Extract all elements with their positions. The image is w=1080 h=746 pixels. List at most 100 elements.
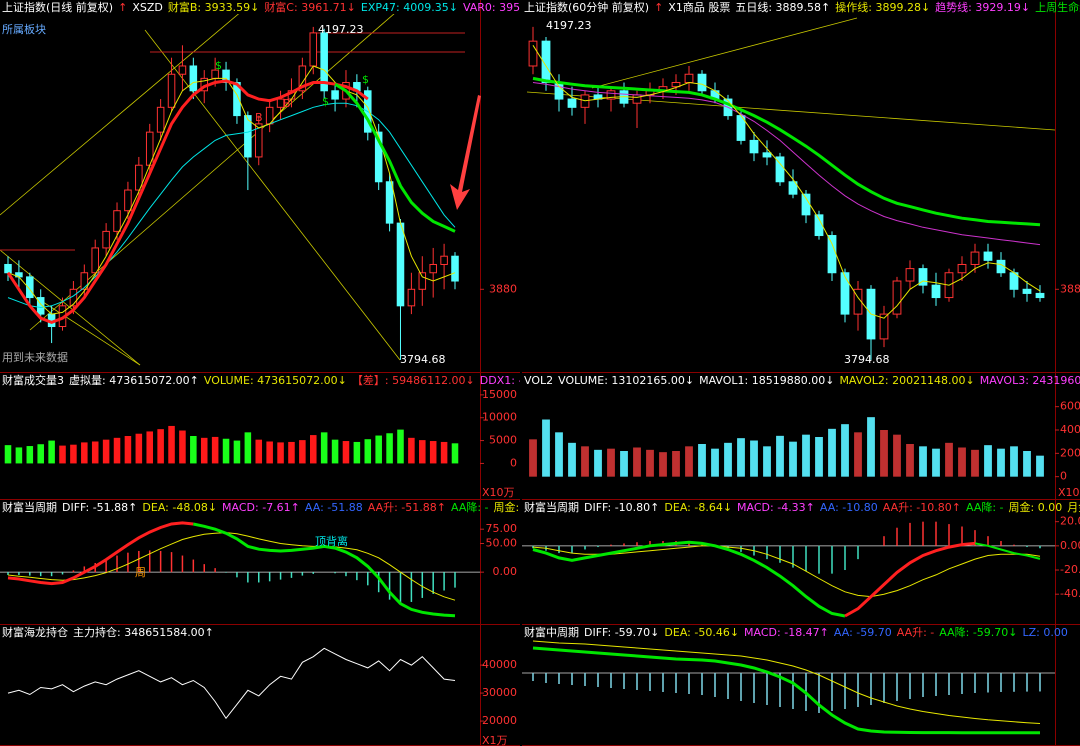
volume-bar — [893, 434, 901, 477]
volume-bar — [222, 438, 230, 464]
indicator-line — [532, 82, 1041, 246]
y-tick-label: 388 — [1060, 282, 1080, 295]
indicator-line — [532, 646, 1040, 735]
indicator-line — [532, 540, 846, 618]
volume-bar — [146, 431, 154, 464]
volume-bar — [59, 445, 66, 464]
header-bg — [522, 625, 1055, 639]
header-item: AA升: - — [897, 626, 935, 639]
volume-bar — [299, 440, 306, 464]
trend-line — [0, 0, 256, 216]
volume-bar — [102, 439, 110, 464]
volume-bar — [711, 448, 719, 477]
header-item: DIFF: -59.70↓ — [584, 626, 659, 639]
header-item: DIFF: -51.88↑ — [62, 501, 137, 514]
volume-bar — [620, 451, 628, 477]
header-item: 上证指数(日线 前复权) — [2, 0, 113, 14]
header-item: VOL2 — [524, 374, 553, 387]
trend-line — [29, 0, 411, 331]
volume-bar — [48, 440, 55, 464]
volume-bar — [958, 447, 966, 477]
candle-body — [222, 69, 230, 84]
volume-bar — [568, 442, 576, 477]
header-bg — [0, 0, 480, 14]
candle-body — [189, 65, 198, 92]
header-item: 财富中周期 — [524, 625, 579, 639]
candle-body — [606, 90, 616, 100]
volume-bar — [685, 446, 693, 477]
candle-body — [178, 65, 187, 75]
panel: 20.00 0.00 -20.00 -40.00 财富当周期 DIFF: -10.80↑ D… — [522, 500, 1080, 625]
header-item: EXP47: 4009.35↓ — [361, 1, 458, 14]
annotation: X1万 — [482, 734, 508, 746]
header-item: 月金: 0.0 — [1067, 500, 1080, 514]
indicator-line — [7, 102, 456, 309]
candle-body — [567, 98, 577, 108]
header-item: 财富B: 3933.59↓ — [168, 0, 259, 14]
volume-bar — [828, 428, 836, 477]
candle-body — [244, 115, 252, 158]
header-item: VAR0: 395 — [463, 1, 520, 14]
volume-bar — [81, 442, 88, 464]
candle-body — [762, 152, 772, 158]
header-item: X1商品 股票 — [668, 0, 730, 14]
trend-line — [144, 29, 401, 361]
volume-bar — [277, 442, 284, 464]
candle-body — [113, 210, 121, 232]
header-item: 操作线: 3899.28↓ — [835, 0, 930, 14]
annotation: X1000 — [1058, 486, 1080, 499]
annotation: B — [255, 111, 263, 124]
candle-body — [554, 82, 564, 100]
candle-body — [879, 313, 889, 340]
header-bg — [522, 0, 1055, 14]
y-tick-label: 75.00 — [486, 522, 518, 535]
header-item: 周金: 0.00 — [1009, 500, 1063, 514]
header-item: MAVOL3: 24319606.00↓ — [980, 374, 1080, 387]
volume-bar — [200, 437, 208, 464]
indicator-line — [192, 522, 456, 618]
candle-body — [983, 251, 993, 261]
indicator-line — [532, 45, 1041, 319]
y-tick-label: 20000 — [482, 714, 517, 727]
candle-body — [102, 230, 110, 249]
header-item: AA升: -10.80↑ — [883, 501, 961, 514]
volume-bar — [971, 449, 979, 477]
header-item: AA降: - — [451, 500, 489, 514]
candle-body — [905, 268, 915, 282]
header-bg — [0, 373, 480, 387]
volume-bar — [364, 439, 372, 464]
y-tick-label: 0 — [1060, 470, 1067, 483]
volume-bar — [244, 432, 252, 464]
y-tick-label: 40000 — [482, 658, 517, 671]
annotation: 4197.23 — [546, 19, 592, 32]
y-tick-label: 4000 — [1060, 423, 1080, 436]
header-item: DEA: -48.08↓ — [142, 501, 217, 514]
volume-bar — [4, 445, 12, 464]
y-tick-label: 6000 — [1060, 400, 1080, 413]
header-item: 周金: 0.0 — [494, 500, 520, 514]
volume-bar — [386, 433, 393, 464]
candle-body — [697, 73, 707, 92]
volume-bar — [124, 436, 132, 464]
volume-bar — [672, 451, 680, 477]
candle-body — [541, 40, 551, 84]
header-bg — [0, 625, 480, 639]
candle-body — [788, 181, 798, 195]
candle-body — [814, 214, 824, 237]
panel: 20000 30000 40000 X1万 财富海龙持仓 主力持仓: 348651584.… — [0, 625, 520, 746]
header-item: 主力持仓: 348651584.00↑ — [73, 625, 214, 639]
volume-bar — [815, 437, 823, 477]
volume-bar — [698, 444, 706, 477]
annotation: 所属板块 — [2, 22, 46, 36]
annotation: $ — [215, 59, 222, 72]
panel: 388 4197.23 3794.68 上证指数(60分钟 前复权) ↑ X1商品 股票五… — [522, 0, 1080, 373]
candle-body — [957, 263, 967, 274]
volume-bar — [763, 446, 771, 477]
header-item: LZ: 0.00 — [1023, 626, 1068, 639]
volume-bar — [945, 442, 953, 477]
header-bg — [522, 373, 1055, 387]
indicator-line — [7, 647, 456, 720]
y-tick-label: -40.00 — [1060, 587, 1080, 600]
volume-bar — [429, 441, 437, 464]
header-bg — [0, 500, 480, 514]
